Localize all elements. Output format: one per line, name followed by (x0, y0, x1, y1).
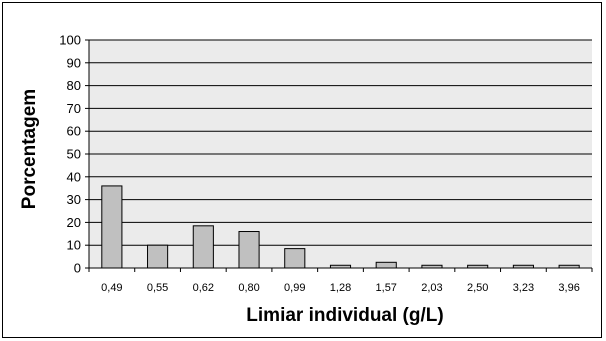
x-tick-label: 0,80 (238, 282, 259, 294)
y-tick-label: 80 (67, 78, 81, 93)
y-tick-label: 0 (74, 261, 81, 276)
y-tick-label: 100 (59, 33, 81, 48)
y-tick-label: 30 (67, 192, 81, 207)
x-tick-label: 3,96 (558, 282, 579, 294)
x-axis-title: Limiar individual (g/L) (246, 305, 443, 326)
x-tick-labels: 0,49 0,55 0,62 0,80 0,99 1,28 1,57 2,03 2,50 3,23… (88, 268, 593, 294)
y-tick-label: 90 (67, 55, 81, 70)
y-tick-labels: 0 10 20 30 40 50 60 70 80 90 100 (59, 33, 81, 276)
x-tick-label: 1,57 (376, 282, 397, 294)
y-tick-label: 20 (67, 215, 81, 230)
y-tick-label: 10 (67, 238, 81, 253)
x-tick-label: 2,50 (467, 282, 488, 294)
y-tick-label: 50 (67, 147, 81, 162)
x-tick-label: 1,28 (330, 282, 351, 294)
gridlines (85, 39, 592, 269)
bar-1-57 (375, 261, 397, 269)
y-tick-label: 40 (67, 169, 81, 184)
bar-0-55 (147, 244, 169, 269)
x-tick-label: 3,23 (513, 282, 534, 294)
x-tick-label: 0,55 (147, 282, 168, 294)
bar-0-99 (284, 248, 306, 269)
bars (101, 185, 580, 269)
y-tick-label: 60 (67, 124, 81, 139)
y-tick-label: 70 (67, 101, 81, 116)
bar-0-49 (101, 185, 123, 269)
x-tick-label: 0,62 (193, 282, 214, 294)
bar-0-80 (238, 231, 260, 269)
x-tick-label: 0,99 (284, 282, 305, 294)
x-tick-label: 0,49 (101, 282, 122, 294)
y-axis-title: Porcentagem (19, 89, 40, 209)
bar-0-62 (192, 225, 214, 269)
x-tick-label: 2,03 (421, 282, 442, 294)
